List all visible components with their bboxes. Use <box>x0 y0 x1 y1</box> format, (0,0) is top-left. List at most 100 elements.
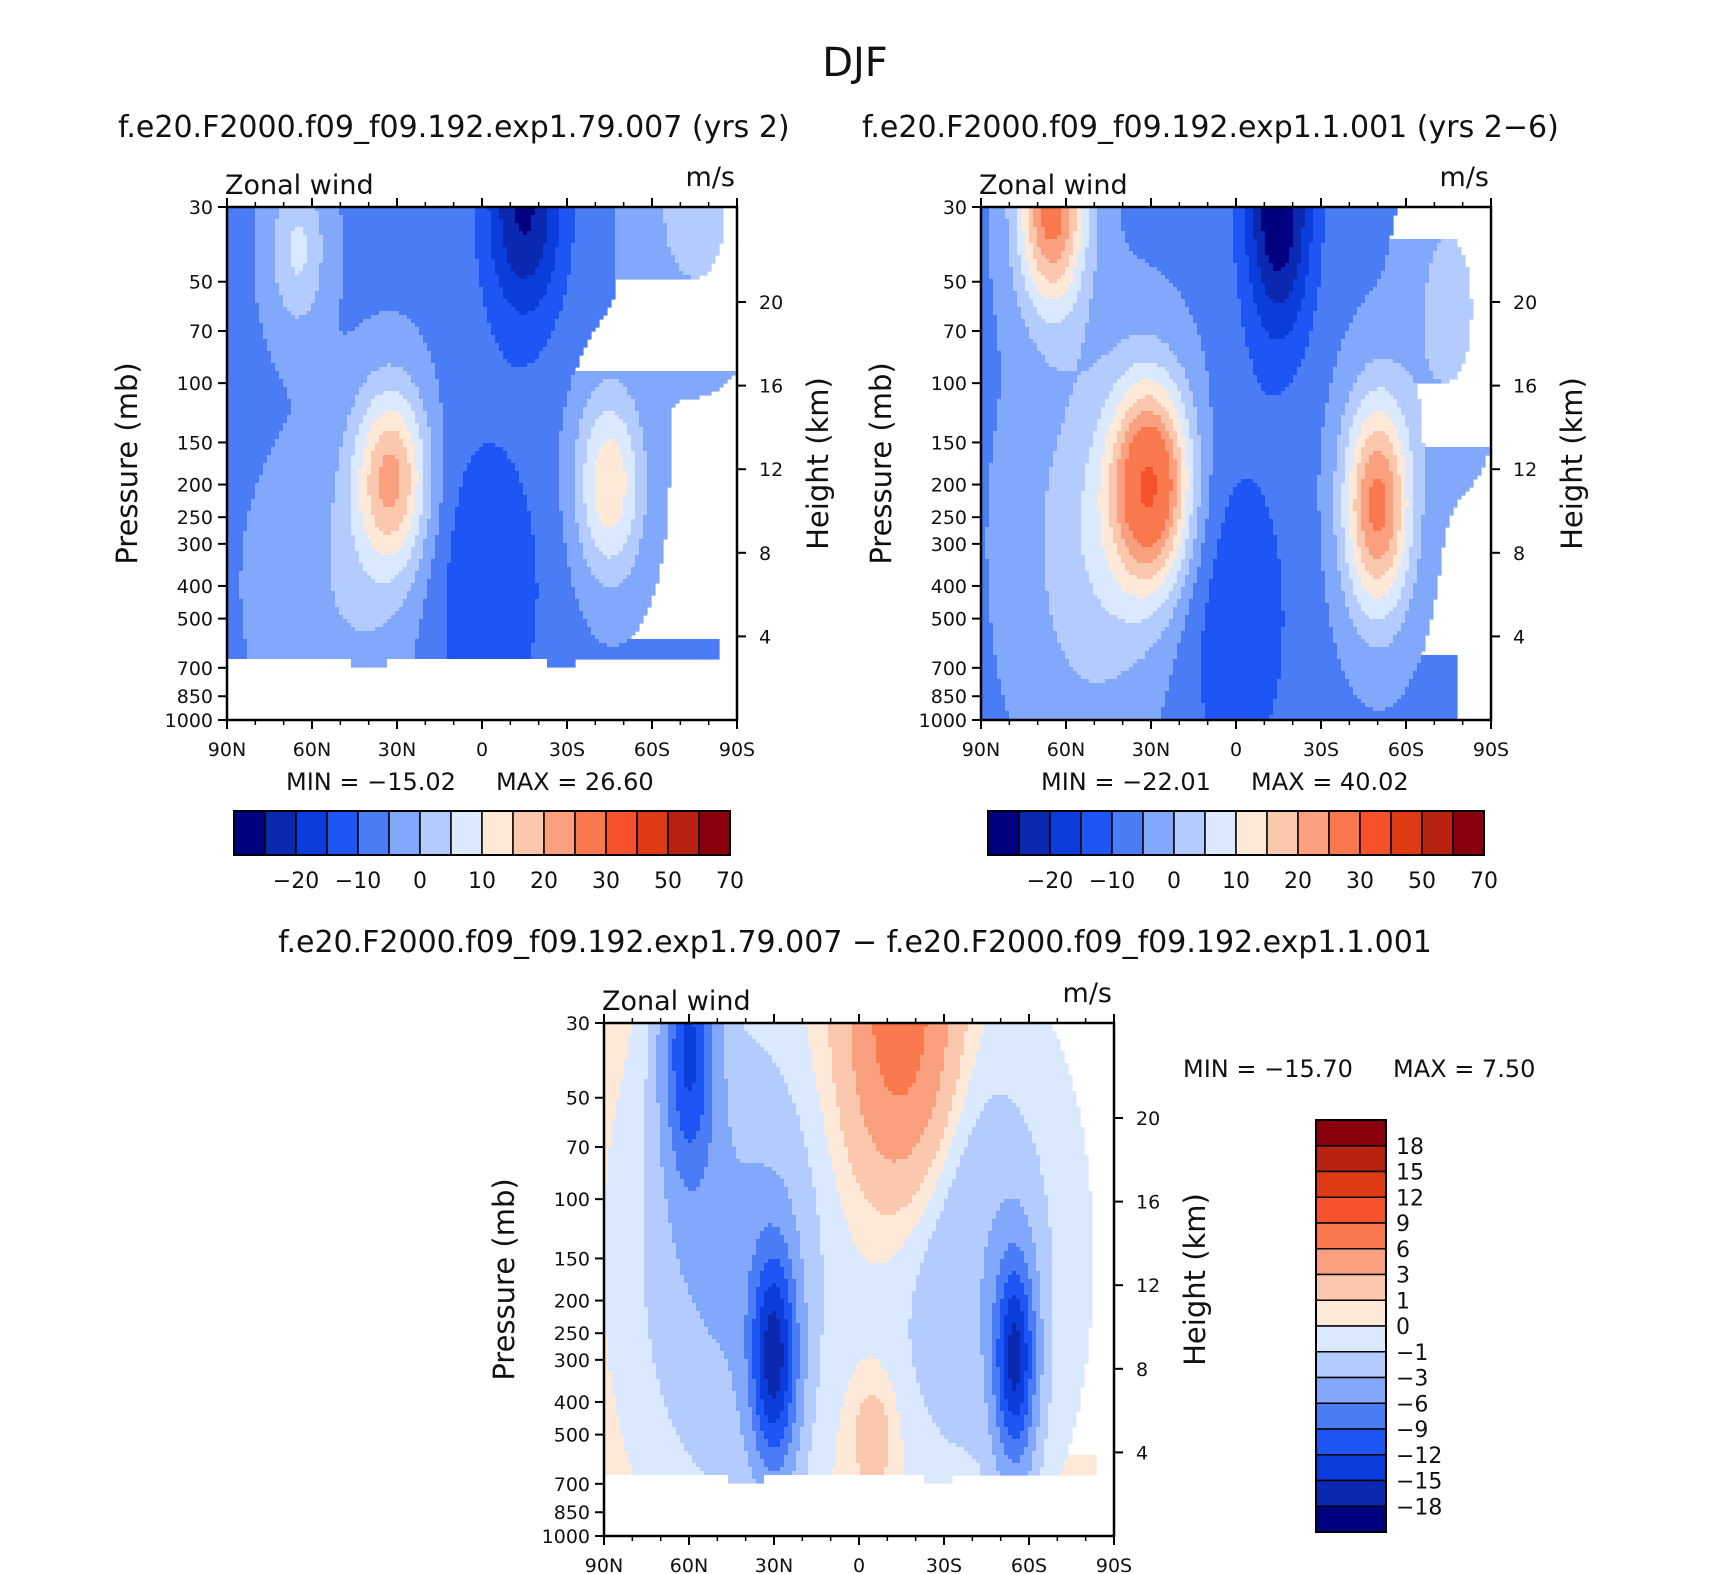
y-tick-label: 30 <box>943 197 967 219</box>
y-tick-label: 50 <box>189 272 213 294</box>
colorbar-label: −1 <box>1396 1341 1428 1366</box>
x-tick-label: 30N <box>755 1555 793 1574</box>
colorbar-swatch <box>1111 810 1144 856</box>
x-tick-label: 60S <box>634 739 670 761</box>
colorbar-swatch <box>1315 1222 1387 1250</box>
colorbar-swatch <box>1315 1145 1387 1173</box>
colorbar-label: 15 <box>1396 1161 1424 1186</box>
x-tick-label: 0 <box>853 1555 865 1574</box>
colorbar-swatch <box>481 810 514 856</box>
x-tick-label: 90N <box>962 739 1000 761</box>
y-tick-label: 100 <box>554 1189 590 1211</box>
y-tick-label: 70 <box>566 1137 590 1159</box>
colorbar-swatch <box>1315 1351 1387 1379</box>
y2-tick-label: 4 <box>1513 626 1525 648</box>
variable-label: Zonal wind <box>602 986 751 1017</box>
colorbar-swatch <box>1328 810 1361 856</box>
colorbar-label: 70 <box>1470 869 1498 894</box>
y-tick-label: 700 <box>931 658 967 680</box>
units-label: m/s <box>1063 978 1112 1009</box>
colorbar-swatch <box>1315 1119 1387 1147</box>
colorbar-label: −20 <box>273 869 319 894</box>
axes-2: 90N 60N 30N 0 30S 60S 90S 30 50 70 100 150 200 250 300… <box>487 978 1212 1574</box>
y-axis-title: Pressure (mb) <box>487 1178 521 1380</box>
case1-min: MIN = −15.02 <box>286 768 456 796</box>
y-tick-label: 50 <box>566 1088 590 1110</box>
x-tick-label: 60N <box>1047 739 1085 761</box>
case2-max: MAX = 40.02 <box>1251 768 1409 796</box>
colorbar-swatch <box>1452 810 1485 856</box>
y-tick-label: 30 <box>189 197 213 219</box>
x-tick-label: 0 <box>1230 739 1242 761</box>
y2-tick-label: 12 <box>759 459 783 481</box>
y-tick-label: 150 <box>931 432 967 454</box>
colorbar-swatch <box>1266 810 1299 856</box>
y2-tick-label: 20 <box>1513 292 1537 314</box>
x-tick-label: 30S <box>549 739 585 761</box>
colorbar-swatch <box>1390 810 1423 856</box>
difference-title: f.e20.F2000.f09_f09.192.exp1.79.007 − f.… <box>278 925 1432 960</box>
colorbar-label: 10 <box>1222 869 1250 894</box>
x-tick-label: 60S <box>1011 1555 1047 1574</box>
contour-field-0 <box>227 207 736 668</box>
colorbar-label: −6 <box>1396 1392 1428 1417</box>
colorbar-swatch <box>1204 810 1237 856</box>
axes-0: 90N 60N 30N 0 30S 60S 90S 30 50 70 100 150 200 250 300… <box>110 162 835 761</box>
difference-min: MIN = −15.70 <box>1183 1055 1353 1083</box>
colorbar-label: 20 <box>530 869 558 894</box>
colorbar-swatch <box>543 810 576 856</box>
colorbar-label: 1 <box>1396 1289 1410 1314</box>
colorbar-label: −20 <box>1027 869 1073 894</box>
y-tick-label: 70 <box>189 321 213 343</box>
y-tick-label: 200 <box>931 475 967 497</box>
x-tick-label: 90S <box>1096 1555 1132 1574</box>
y-tick-label: 250 <box>177 507 213 529</box>
x-tick-label: 60N <box>670 1555 708 1574</box>
variable-label: Zonal wind <box>225 170 374 201</box>
colorbar-swatch <box>295 810 328 856</box>
y2-tick-label: 4 <box>759 626 771 648</box>
axes-1: 90N 60N 30N 0 30S 60S 90S 30 50 70 100 150 200 250 300… <box>864 162 1589 761</box>
difference-max: MAX = 7.50 <box>1393 1055 1536 1083</box>
colorbar-swatch <box>1315 1248 1387 1276</box>
y-tick-label: 100 <box>177 373 213 395</box>
colorbar-label: 20 <box>1284 869 1312 894</box>
y-tick-label: 1000 <box>919 710 967 732</box>
case2-min: MIN = −22.01 <box>1041 768 1211 796</box>
y-tick-label: 850 <box>554 1502 590 1524</box>
y-tick-label: 400 <box>177 576 213 598</box>
y2-tick-label: 8 <box>1513 543 1525 565</box>
y-tick-label: 200 <box>177 475 213 497</box>
y2-tick-label: 20 <box>759 292 783 314</box>
colorbar-label: 0 <box>1167 869 1181 894</box>
colorbar-swatch <box>1315 1196 1387 1224</box>
x-tick-label: 60S <box>1388 739 1424 761</box>
colorbar-swatch <box>605 810 638 856</box>
units-label: m/s <box>686 162 735 193</box>
y2-axis-title: Height (km) <box>1555 377 1589 550</box>
y2-tick-label: 16 <box>1513 376 1537 398</box>
colorbar-swatch <box>1315 1428 1387 1456</box>
y2-axis-title: Height (km) <box>1178 1193 1212 1366</box>
colorbar-swatch <box>326 810 359 856</box>
y2-tick-label: 20 <box>1136 1108 1160 1130</box>
colorbar-label: 0 <box>413 869 427 894</box>
x-tick-label: 30N <box>1132 739 1170 761</box>
y2-tick-label: 8 <box>1136 1359 1148 1381</box>
y-tick-label: 300 <box>177 534 213 556</box>
x-tick-label: 90S <box>1473 739 1509 761</box>
x-tick-label: 30S <box>1303 739 1339 761</box>
colorbar-swatch <box>1315 1273 1387 1301</box>
y-tick-label: 100 <box>931 373 967 395</box>
x-tick-label: 90N <box>208 739 246 761</box>
colorbar-label: −18 <box>1396 1495 1442 1520</box>
x-tick-label: 90S <box>719 739 755 761</box>
y2-tick-label: 12 <box>1513 459 1537 481</box>
colorbar-swatch <box>419 810 452 856</box>
case1-title: f.e20.F2000.f09_f09.192.exp1.79.007 (yrs… <box>118 110 790 145</box>
colorbar-label: 10 <box>468 869 496 894</box>
y2-axis-title: Height (km) <box>801 377 835 550</box>
colorbar-label: 50 <box>654 869 682 894</box>
y-tick-label: 400 <box>554 1392 590 1414</box>
